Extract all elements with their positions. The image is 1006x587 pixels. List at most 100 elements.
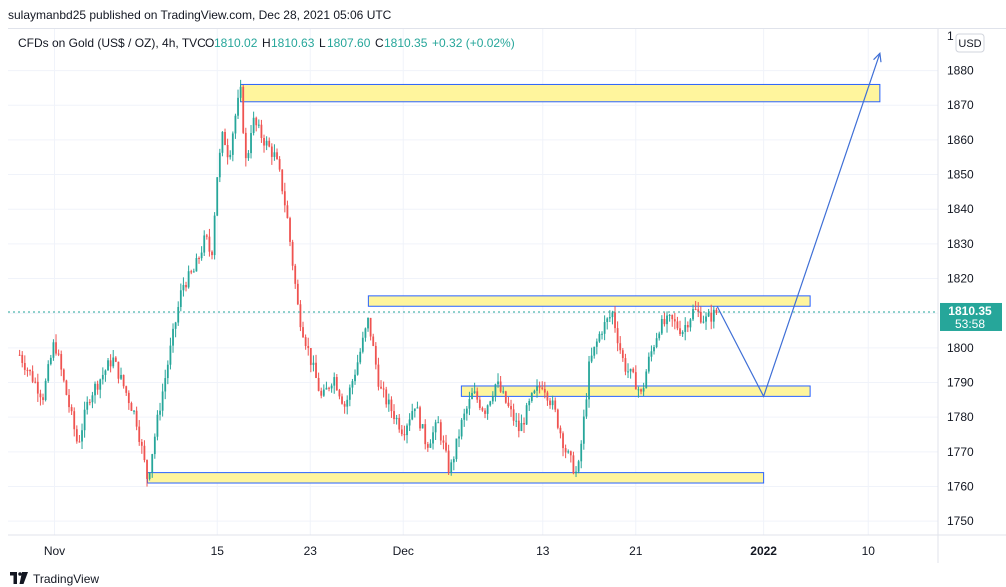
candle-body (416, 407, 419, 409)
candle-body (104, 370, 107, 375)
candle-body (286, 205, 289, 219)
candle-body (712, 309, 715, 322)
candle-body (580, 443, 583, 462)
candle-body (429, 443, 432, 448)
candle-body (585, 399, 588, 417)
candle-body (543, 388, 546, 393)
tradingview-brand: TradingView (33, 572, 100, 586)
supply-demand-zone[interactable] (367, 295, 811, 307)
candle-body (554, 400, 557, 410)
candle-body (289, 218, 291, 242)
x-tick-label: 2022 (750, 544, 777, 558)
candle-body (354, 374, 356, 382)
x-tick-label: 23 (304, 544, 318, 558)
candle-body (424, 424, 427, 445)
legend-l-label: L (319, 36, 326, 50)
candle-body (130, 403, 133, 411)
candle-body (369, 317, 372, 337)
candle-body (481, 407, 484, 411)
candle-body (276, 152, 278, 160)
candle-body (486, 405, 489, 414)
candle-body (413, 408, 416, 412)
candle-body (577, 461, 580, 472)
candle-body (242, 86, 245, 133)
projection-arrow[interactable] (716, 51, 882, 398)
candle-body (221, 131, 224, 153)
candle-body (341, 396, 343, 404)
candle-body (627, 371, 629, 373)
candle-body (624, 358, 627, 372)
candle-body (312, 362, 315, 365)
candle-body (629, 368, 632, 372)
supply-demand-zone[interactable] (240, 83, 881, 103)
candle-body (507, 402, 510, 407)
candle-body (637, 389, 640, 391)
candle-body (601, 333, 603, 335)
y-tick-label: 1820 (947, 272, 974, 286)
candle-body (351, 381, 354, 388)
candle-body (491, 396, 494, 402)
candle-body (520, 423, 523, 432)
supply-demand-zone[interactable] (147, 472, 765, 484)
candle-body (252, 117, 255, 134)
currency-badge[interactable]: USD (955, 33, 985, 53)
candle-body (133, 410, 135, 412)
chart-area[interactable]: 1750176017701780179018001810182018301840… (8, 28, 1006, 563)
price-chart[interactable]: 1750176017701780179018001810182018301840… (8, 29, 1006, 563)
candle-body (408, 419, 411, 426)
candle-body (88, 401, 91, 403)
candle-body (699, 311, 702, 323)
candle-body (307, 346, 310, 349)
candle-body (153, 436, 156, 455)
candle-body (42, 397, 44, 400)
projection-arrowhead (873, 51, 882, 63)
candle-body (125, 386, 128, 393)
candle-body (398, 417, 401, 430)
candle-body (169, 345, 172, 365)
candle-body (538, 386, 541, 388)
candle-body (356, 362, 359, 375)
candle-body (655, 338, 658, 348)
candle-body (83, 409, 86, 431)
candle-body (172, 328, 174, 346)
candle-body (421, 424, 424, 429)
candle-body (458, 436, 460, 439)
candle-body (572, 455, 575, 474)
candle-body (101, 374, 104, 380)
candle-body (192, 271, 195, 273)
candle-body (127, 392, 130, 404)
candle-body (559, 427, 562, 434)
candle-body (166, 364, 169, 379)
candle-body (681, 331, 684, 335)
y-tick-label: 1850 (947, 168, 974, 182)
candle-body (450, 462, 453, 473)
candle-body (265, 140, 268, 146)
candle-body (359, 351, 362, 363)
footer: TradingView (0, 562, 1006, 587)
candle-body (447, 450, 450, 473)
candle-body (299, 304, 302, 328)
candle-body (70, 407, 73, 412)
candle-body (484, 410, 486, 414)
candle-body (668, 314, 671, 316)
candle-body (135, 410, 138, 427)
projection-line[interactable] (716, 53, 881, 398)
candle-body (395, 417, 398, 420)
y-tick-label: 1770 (947, 445, 974, 459)
candle-body (525, 405, 528, 425)
zones[interactable] (147, 83, 881, 484)
candle-body (590, 355, 593, 362)
candle-body (575, 471, 577, 474)
candle-body (551, 400, 554, 406)
last-price-value: 1810.35 (948, 304, 992, 318)
candle-body (463, 413, 466, 420)
candle-body (335, 377, 338, 391)
candle-body (343, 403, 346, 407)
candle-body (442, 440, 445, 443)
candle-body (679, 328, 681, 335)
candle-body (320, 390, 323, 396)
candle-body (515, 420, 518, 422)
candle-body (611, 312, 614, 318)
candle-body (702, 321, 705, 323)
candle-body (382, 388, 385, 390)
